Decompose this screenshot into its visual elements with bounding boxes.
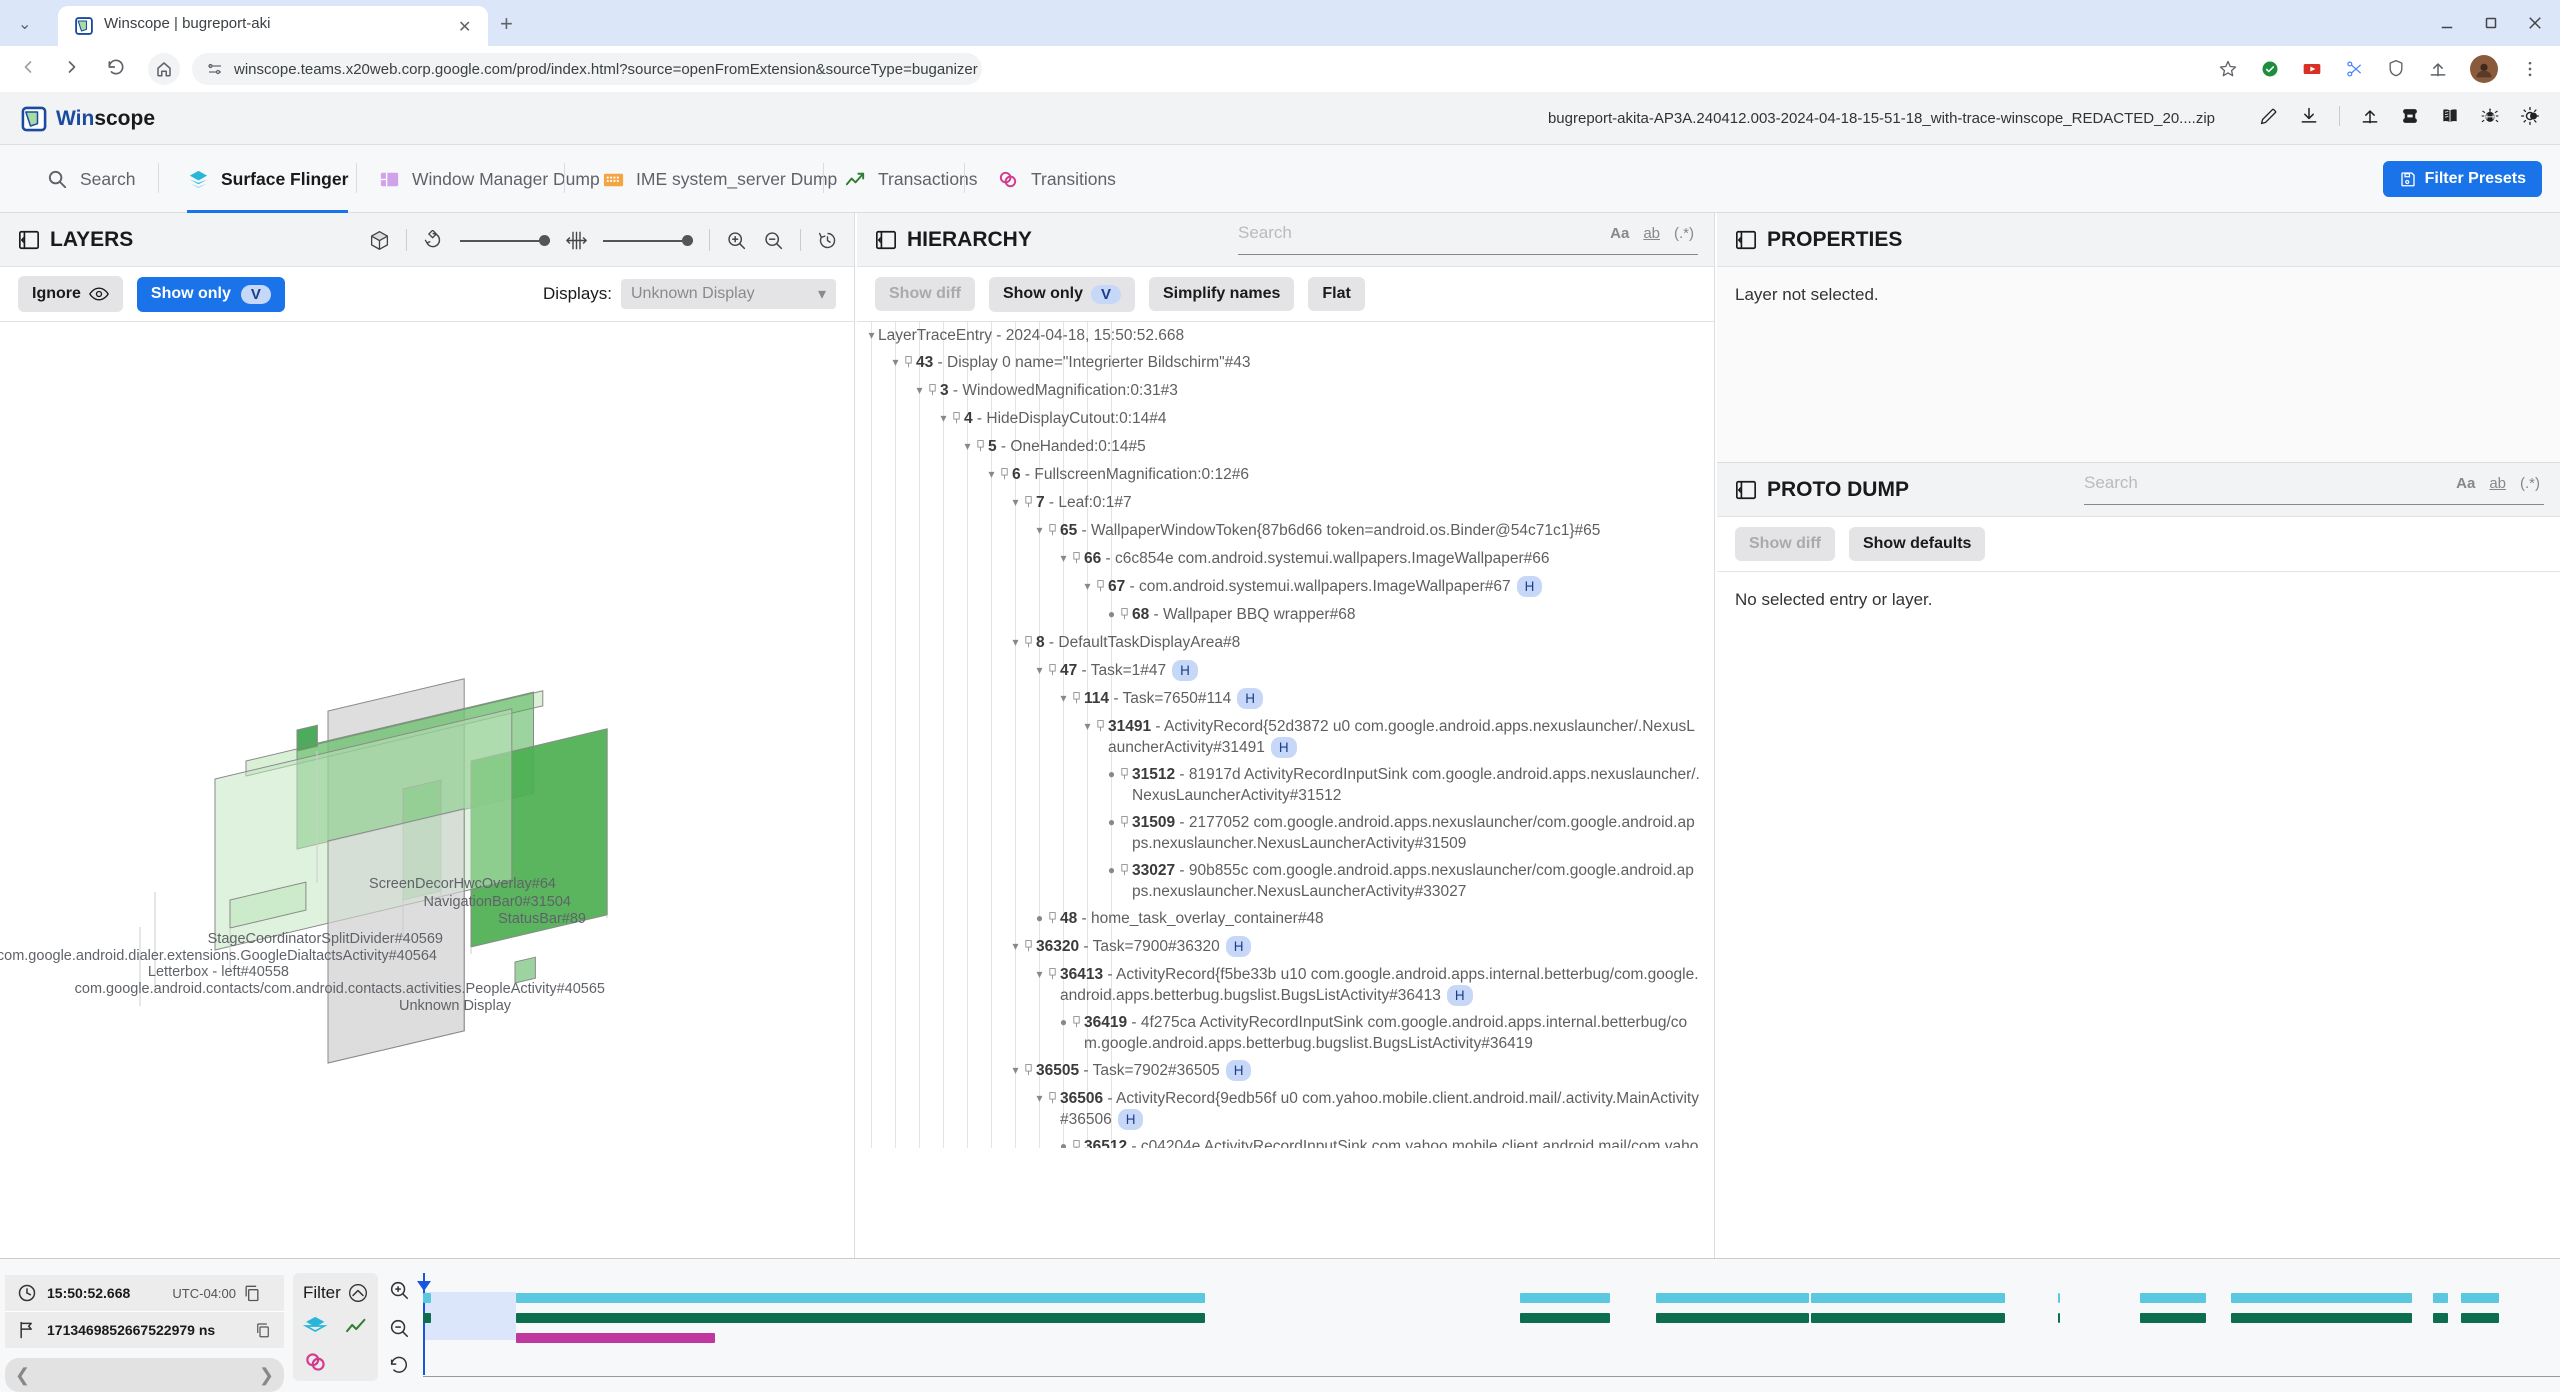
svg-text:com.google.android.contacts/co: com.google.android.contacts/com.android.… (75, 981, 605, 997)
svg-text:StageCoordinatorSplitDivider#4: StageCoordinatorSplitDivider#40569 (208, 931, 443, 947)
svg-text:NavigationBar0#31504: NavigationBar0#31504 (423, 894, 571, 910)
svg-text:ScreenDecorHwcOverlay#64: ScreenDecorHwcOverlay#64 (369, 876, 556, 892)
svg-text:com.google.android.dialer.exte: com.google.android.dialer.extensions.Goo… (0, 948, 437, 964)
svg-text:Unknown Display: Unknown Display (399, 998, 512, 1014)
svg-text:StatusBar#89: StatusBar#89 (498, 911, 586, 927)
svg-text:Letterbox - left#40558: Letterbox - left#40558 (148, 964, 289, 980)
